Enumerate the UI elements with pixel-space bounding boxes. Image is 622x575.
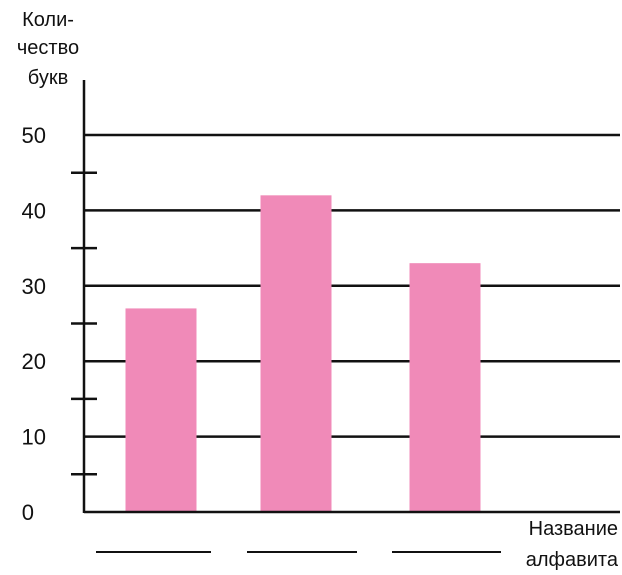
y-tick-label-50: 50 (22, 123, 46, 148)
bars (125, 195, 481, 512)
x-axis-label-line-1: Название (529, 518, 618, 540)
x-axis-label-line-2: алфавита (526, 549, 619, 571)
y-axis-label-line-3: букв (28, 67, 68, 89)
y-tick-label-20: 20 (22, 349, 46, 374)
y-tick-label-40: 40 (22, 198, 46, 223)
y-axis-label-line-2: чество (17, 37, 79, 59)
y-tick-label-30: 30 (22, 274, 46, 299)
bar-3 (409, 263, 481, 512)
y-tick-labels: 0 10 20 30 40 50 (22, 123, 46, 525)
bar-2 (260, 195, 332, 512)
axes (71, 80, 620, 514)
y-tick-label-0: 0 (22, 500, 34, 525)
y-axis-label-line-1: Коли- (22, 9, 74, 31)
y-tick-label-10: 10 (22, 425, 46, 450)
bar-1 (125, 308, 197, 512)
